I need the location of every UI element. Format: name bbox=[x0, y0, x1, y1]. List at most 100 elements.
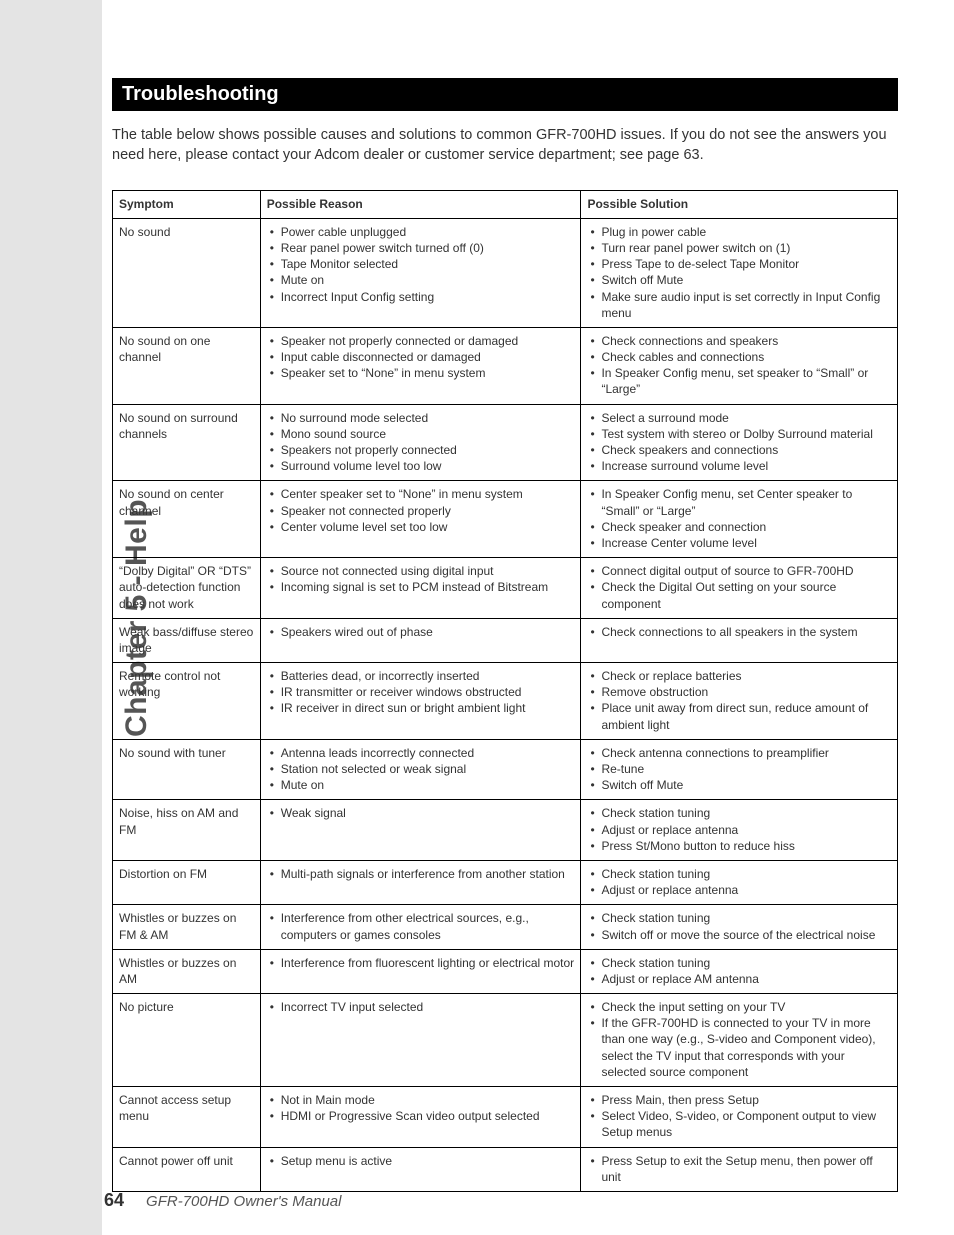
reason-item: Incoming signal is set to PCM instead of… bbox=[267, 579, 575, 595]
table-row: Distortion on FM Multi-path signals or in… bbox=[113, 860, 898, 904]
solution-item: Remove obstruction bbox=[587, 684, 891, 700]
header-symptom: Symptom bbox=[113, 190, 261, 218]
symptom-cell: Distortion on FM bbox=[113, 860, 261, 904]
reason-item: Mono sound source bbox=[267, 426, 575, 442]
reason-item: Mute on bbox=[267, 272, 575, 288]
table-row: “Dolby Digital” OR “DTS” auto-detection … bbox=[113, 558, 898, 619]
symptom-cell: Whistles or buzzes on AM bbox=[113, 949, 261, 993]
reason-cell: Multi-path signals or interference from … bbox=[260, 860, 581, 904]
reason-item: Speaker set to “None” in menu system bbox=[267, 365, 575, 381]
page-footer: 64 GFR-700HD Owner's Manual bbox=[102, 1190, 888, 1211]
reason-item: Station not selected or weak signal bbox=[267, 761, 575, 777]
reason-item: Surround volume level too low bbox=[267, 458, 575, 474]
reason-item: Center volume level set too low bbox=[267, 519, 575, 535]
solution-item: Check station tuning bbox=[587, 866, 891, 882]
solution-item: Check station tuning bbox=[587, 910, 891, 926]
solution-item: Check cables and connections bbox=[587, 349, 891, 365]
solution-item: Check connections to all speakers in the… bbox=[587, 624, 891, 640]
solution-item: In Speaker Config menu, set Center speak… bbox=[587, 486, 891, 518]
table-row: Whistles or buzzes on FM & AMInterferenc… bbox=[113, 905, 898, 949]
solution-item: Press Setup to exit the Setup menu, then… bbox=[587, 1153, 891, 1185]
reason-item: Speaker not properly connected or damage… bbox=[267, 333, 575, 349]
reason-item: Antenna leads incorrectly connected bbox=[267, 745, 575, 761]
reason-item: Speakers wired out of phase bbox=[267, 624, 575, 640]
reason-cell: Interference from fluorescent lighting o… bbox=[260, 949, 581, 993]
solution-cell: Check the input setting on your TVIf the… bbox=[581, 994, 898, 1087]
solution-item: Check station tuning bbox=[587, 955, 891, 971]
solution-cell: Press Setup to exit the Setup menu, then… bbox=[581, 1147, 898, 1191]
reason-cell: Setup menu is active bbox=[260, 1147, 581, 1191]
solution-item: Adjust or replace antenna bbox=[587, 882, 891, 898]
symptom-cell: No sound on center channel bbox=[113, 481, 261, 558]
reason-cell: Not in Main modeHDMI or Progressive Scan… bbox=[260, 1087, 581, 1148]
solution-item: Switch off or move the source of the ele… bbox=[587, 927, 891, 943]
solution-item: Plug in power cable bbox=[587, 224, 891, 240]
solution-item: Press Tape to de-select Tape Monitor bbox=[587, 256, 891, 272]
solution-item: Switch off Mute bbox=[587, 272, 891, 288]
solution-cell: Check antenna connections to preamplifie… bbox=[581, 739, 898, 800]
solution-cell: Check station tuningAdjust or replace AM… bbox=[581, 949, 898, 993]
reason-cell: Power cable unpluggedRear panel power sw… bbox=[260, 218, 581, 327]
reason-item: Power cable unplugged bbox=[267, 224, 575, 240]
solution-cell: Check or replace batteriesRemove obstruc… bbox=[581, 663, 898, 740]
symptom-cell: Weak bass/diffuse stereo image bbox=[113, 618, 261, 662]
solution-cell: Select a surround modeTest system with s… bbox=[581, 404, 898, 481]
symptom-cell: “Dolby Digital” OR “DTS” auto-detection … bbox=[113, 558, 261, 619]
reason-cell: Center speaker set to “None” in menu sys… bbox=[260, 481, 581, 558]
solution-cell: Check connections to all speakers in the… bbox=[581, 618, 898, 662]
reason-cell: Antenna leads incorrectly connectedStati… bbox=[260, 739, 581, 800]
reason-item: Batteries dead, or incorrectly inserted bbox=[267, 668, 575, 684]
solution-item: Adjust or replace AM antenna bbox=[587, 971, 891, 987]
symptom-cell: No sound on one channel bbox=[113, 327, 261, 404]
symptom-cell: No picture bbox=[113, 994, 261, 1087]
symptom-cell: Remote control not working bbox=[113, 663, 261, 740]
solution-cell: Check station tuningAdjust or replace an… bbox=[581, 800, 898, 861]
reason-item: Rear panel power switch turned off (0) bbox=[267, 240, 575, 256]
left-margin-bar: Chapter 5 - Help bbox=[0, 0, 102, 1235]
reason-item: Tape Monitor selected bbox=[267, 256, 575, 272]
reason-item: Speakers not properly connected bbox=[267, 442, 575, 458]
reason-item: Multi-path signals or interference from … bbox=[267, 866, 575, 882]
reason-item: Source not connected using digital input bbox=[267, 563, 575, 579]
table-row: Noise, hiss on AM and FM Weak signal Check… bbox=[113, 800, 898, 861]
reason-cell: Interference from other electrical sourc… bbox=[260, 905, 581, 949]
reason-item: Input cable disconnected or damaged bbox=[267, 349, 575, 365]
page-number: 64 bbox=[104, 1190, 124, 1211]
header-solution: Possible Solution bbox=[581, 190, 898, 218]
symptom-cell: No sound bbox=[113, 218, 261, 327]
reason-item: No surround mode selected bbox=[267, 410, 575, 426]
reason-item: Speaker not connected properly bbox=[267, 503, 575, 519]
reason-cell: No surround mode selectedMono sound sour… bbox=[260, 404, 581, 481]
symptom-cell: Noise, hiss on AM and FM bbox=[113, 800, 261, 861]
reason-item: IR transmitter or receiver windows obstr… bbox=[267, 684, 575, 700]
table-row: Whistles or buzzes on AMInterference fro… bbox=[113, 949, 898, 993]
solution-cell: Check connections and speakersCheck cabl… bbox=[581, 327, 898, 404]
symptom-cell: Cannot power off unit bbox=[113, 1147, 261, 1191]
table-row: Cannot access setup menuNot in Main mode… bbox=[113, 1087, 898, 1148]
symptom-cell: No sound with tuner bbox=[113, 739, 261, 800]
symptom-cell: No sound on surround channels bbox=[113, 404, 261, 481]
solution-item: Check connections and speakers bbox=[587, 333, 891, 349]
reason-item: Setup menu is active bbox=[267, 1153, 575, 1169]
solution-item: Make sure audio input is set correctly i… bbox=[587, 289, 891, 321]
solution-cell: Check station tuningAdjust or replace an… bbox=[581, 860, 898, 904]
table-row: No soundPower cable unpluggedRear panel … bbox=[113, 218, 898, 327]
section-header: Troubleshooting bbox=[112, 78, 898, 111]
table-row: No picture Incorrect TV input selected Che… bbox=[113, 994, 898, 1087]
table-row: No sound on center channelCenter speaker… bbox=[113, 481, 898, 558]
solution-item: Turn rear panel power switch on (1) bbox=[587, 240, 891, 256]
table-row: No sound with tunerAntenna leads incorre… bbox=[113, 739, 898, 800]
solution-item: Select a surround mode bbox=[587, 410, 891, 426]
reason-item: Incorrect TV input selected bbox=[267, 999, 575, 1015]
reason-item: HDMI or Progressive Scan video output se… bbox=[267, 1108, 575, 1124]
table-row: Remote control not working Batteries dead… bbox=[113, 663, 898, 740]
table-row: No sound on one channel Speaker not prope… bbox=[113, 327, 898, 404]
symptom-cell: Cannot access setup menu bbox=[113, 1087, 261, 1148]
solution-item: Adjust or replace antenna bbox=[587, 822, 891, 838]
solution-item: Check antenna connections to preamplifie… bbox=[587, 745, 891, 761]
reason-item: Weak signal bbox=[267, 805, 575, 821]
reason-item: IR receiver in direct sun or bright ambi… bbox=[267, 700, 575, 716]
table-row: Cannot power off unit Setup menu is activ… bbox=[113, 1147, 898, 1191]
reason-cell: Weak signal bbox=[260, 800, 581, 861]
solution-item: Select Video, S-video, or Component outp… bbox=[587, 1108, 891, 1140]
